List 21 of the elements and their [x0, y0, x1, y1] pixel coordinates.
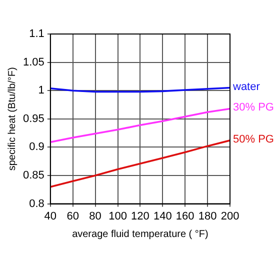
y-tick-label: 1.1: [29, 28, 44, 40]
x-tick-label: 180: [198, 210, 217, 222]
x-tick-label: 80: [89, 210, 102, 222]
y-tick-label: 0.8: [29, 198, 44, 210]
y-tick-label: 0.95: [22, 112, 44, 125]
y-tick-label: 1.05: [22, 56, 44, 68]
x-tick-label: 140: [153, 210, 172, 222]
x-tick-label: 160: [176, 210, 194, 222]
x-tick-label: 200: [220, 210, 240, 222]
x-axis-title: average fluid temperature ( °F): [72, 228, 208, 240]
y-axis-title: specific heat (Btu/lb/°F): [6, 67, 18, 171]
x-tick-label: 40: [44, 210, 57, 222]
y-tick-label: 0.85: [22, 170, 44, 182]
x-tick-label: 120: [131, 210, 150, 222]
x-tick-label: 60: [66, 210, 79, 222]
x-tick-label: 100: [108, 210, 127, 222]
y-tick-label: 1: [38, 84, 44, 97]
y-tick-label: 0.9: [29, 141, 44, 154]
series-label: 50% PG: [233, 133, 274, 146]
series-label: 30% PG: [233, 102, 274, 114]
series-label: water: [232, 80, 260, 93]
